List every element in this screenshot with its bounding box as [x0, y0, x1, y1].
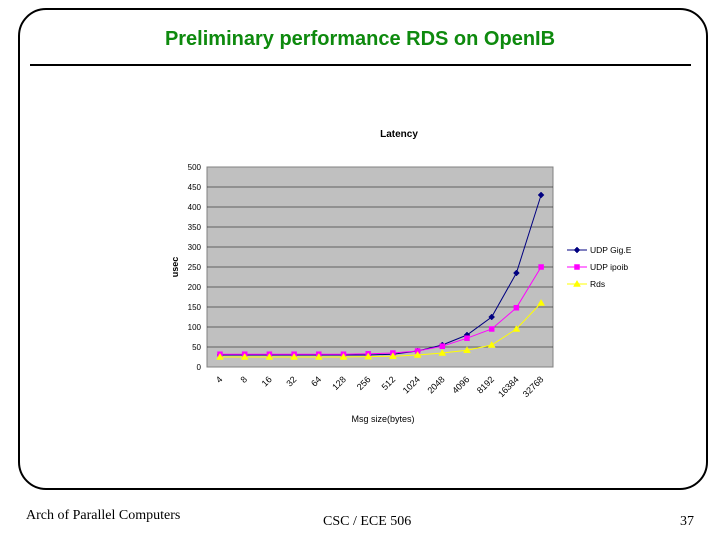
- y-tick-label: 500: [188, 163, 202, 172]
- triangle-marker: [216, 353, 224, 360]
- legend-item: UDP ipoib: [567, 262, 628, 272]
- y-tick-label: 100: [188, 323, 202, 332]
- triangle-marker: [573, 280, 581, 287]
- triangle-marker: [290, 353, 299, 360]
- series-line: [220, 302, 542, 358]
- x-tick-label: 16384: [496, 374, 521, 399]
- diamond-marker: [488, 313, 496, 321]
- legend-label: UDP Gig.E: [590, 245, 632, 255]
- triangle-marker: [265, 353, 274, 360]
- x-tick-label: 256: [355, 374, 373, 392]
- triangle-marker: [463, 346, 471, 353]
- y-axis-label: usec: [170, 257, 180, 278]
- x-tick-label: 8192: [475, 374, 496, 395]
- x-axis-label: Msg size(bytes): [351, 414, 414, 424]
- y-tick-label: 350: [188, 223, 202, 232]
- x-tick-label: 4: [214, 374, 225, 385]
- footer-course-code: CSC / ECE 506: [323, 514, 412, 529]
- y-tick-label: 250: [188, 263, 202, 272]
- triangle-marker: [314, 353, 323, 360]
- x-tick-label: 128: [330, 374, 348, 392]
- x-tick-label: 1024: [401, 374, 422, 395]
- square-marker: [439, 343, 446, 349]
- y-tick-label: 50: [192, 343, 201, 352]
- page-number: 37: [680, 514, 694, 529]
- x-tick-label: 512: [380, 374, 398, 392]
- triangle-marker: [512, 325, 521, 332]
- square-marker: [574, 264, 580, 270]
- triangle-marker: [364, 352, 373, 360]
- chart-title: Latency: [380, 129, 418, 140]
- series-line: [220, 266, 542, 355]
- x-tick-label: 2048: [425, 374, 446, 395]
- square-marker: [488, 326, 495, 332]
- x-tick-label: 8: [238, 374, 249, 385]
- triangle-marker: [339, 353, 348, 360]
- slide-frame: [18, 8, 708, 490]
- diamond-marker: [513, 269, 520, 277]
- x-tick-label: 4096: [450, 374, 471, 395]
- y-tick-label: 400: [188, 203, 202, 212]
- legend-label: Rds: [590, 279, 605, 289]
- y-tick-labels: 0 50 100 150 200 250 300 350 400 450 500: [188, 163, 202, 372]
- diamond-marker: [537, 191, 545, 199]
- series-line: [220, 194, 542, 356]
- legend: UDP Gig.E UDP ipoib Rds: [567, 245, 632, 289]
- triangle-marker: [537, 299, 546, 306]
- gridlines: [207, 186, 553, 348]
- x-tick-label: 32: [284, 374, 298, 388]
- slide-title: Preliminary performance RDS on OpenIB: [164, 28, 556, 50]
- triangle-marker: [438, 349, 447, 356]
- y-tick-label: 450: [188, 183, 202, 192]
- x-tick-label: 64: [309, 374, 323, 388]
- x-tick-labels: 4 8 16 32 64 128 256 512 1024 2048 4096 8192 16384 32…: [214, 374, 546, 399]
- x-tick-label: 32768: [521, 374, 546, 399]
- series-layer: [216, 191, 546, 360]
- square-marker: [513, 305, 520, 311]
- square-marker: [538, 264, 544, 270]
- title-divider: [30, 64, 691, 66]
- x-tick-label: 16: [260, 374, 274, 388]
- legend-item: UDP Gig.E: [567, 245, 632, 255]
- legend-item: Rds: [567, 279, 605, 289]
- triangle-marker: [413, 351, 422, 358]
- legend-label: UDP ipoib: [590, 262, 628, 272]
- y-tick-label: 300: [188, 243, 202, 252]
- triangle-marker: [240, 353, 249, 360]
- y-tick-label: 0: [197, 363, 202, 372]
- y-tick-label: 150: [188, 303, 202, 312]
- triangle-marker: [388, 352, 397, 359]
- triangle-marker: [487, 341, 496, 348]
- y-tick-label: 200: [188, 283, 202, 292]
- diamond-marker: [573, 246, 581, 254]
- series-3: [216, 299, 546, 360]
- footer-course-title: Arch of Parallel Computers: [26, 508, 181, 523]
- square-marker: [464, 335, 470, 341]
